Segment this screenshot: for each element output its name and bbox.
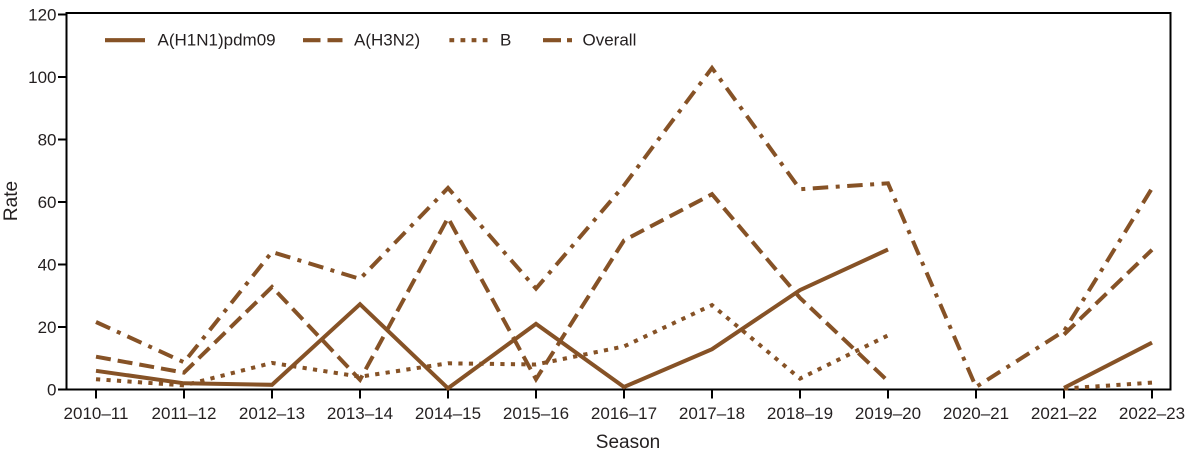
svg-text:80: 80 xyxy=(38,131,57,150)
svg-text:100: 100 xyxy=(28,68,56,87)
svg-text:0: 0 xyxy=(47,381,56,400)
svg-text:2015–16: 2015–16 xyxy=(503,404,569,423)
svg-text:B: B xyxy=(500,31,511,50)
svg-text:2014–15: 2014–15 xyxy=(415,404,481,423)
svg-text:2019–20: 2019–20 xyxy=(855,404,921,423)
svg-text:2020–21: 2020–21 xyxy=(943,404,1009,423)
svg-text:Overall: Overall xyxy=(583,31,637,50)
svg-text:2010–11: 2010–11 xyxy=(64,404,129,423)
svg-text:2012–13: 2012–13 xyxy=(239,404,305,423)
svg-text:A(H1N1)pdm09: A(H1N1)pdm09 xyxy=(158,31,276,50)
svg-text:2021–22: 2021–22 xyxy=(1031,404,1097,423)
svg-text:120: 120 xyxy=(28,6,56,25)
svg-text:A(H3N2): A(H3N2) xyxy=(354,31,420,50)
svg-text:60: 60 xyxy=(38,193,57,212)
svg-text:2016–17: 2016–17 xyxy=(591,404,657,423)
svg-text:40: 40 xyxy=(38,256,57,275)
svg-text:2013–14: 2013–14 xyxy=(327,404,393,423)
svg-text:Season: Season xyxy=(596,432,660,453)
svg-text:2017–18: 2017–18 xyxy=(679,404,745,423)
svg-text:2022–23: 2022–23 xyxy=(1119,404,1185,423)
svg-text:20: 20 xyxy=(38,318,57,337)
svg-text:2011–12: 2011–12 xyxy=(152,404,217,423)
svg-text:Rate: Rate xyxy=(1,181,22,221)
svg-text:2018–19: 2018–19 xyxy=(767,404,833,423)
